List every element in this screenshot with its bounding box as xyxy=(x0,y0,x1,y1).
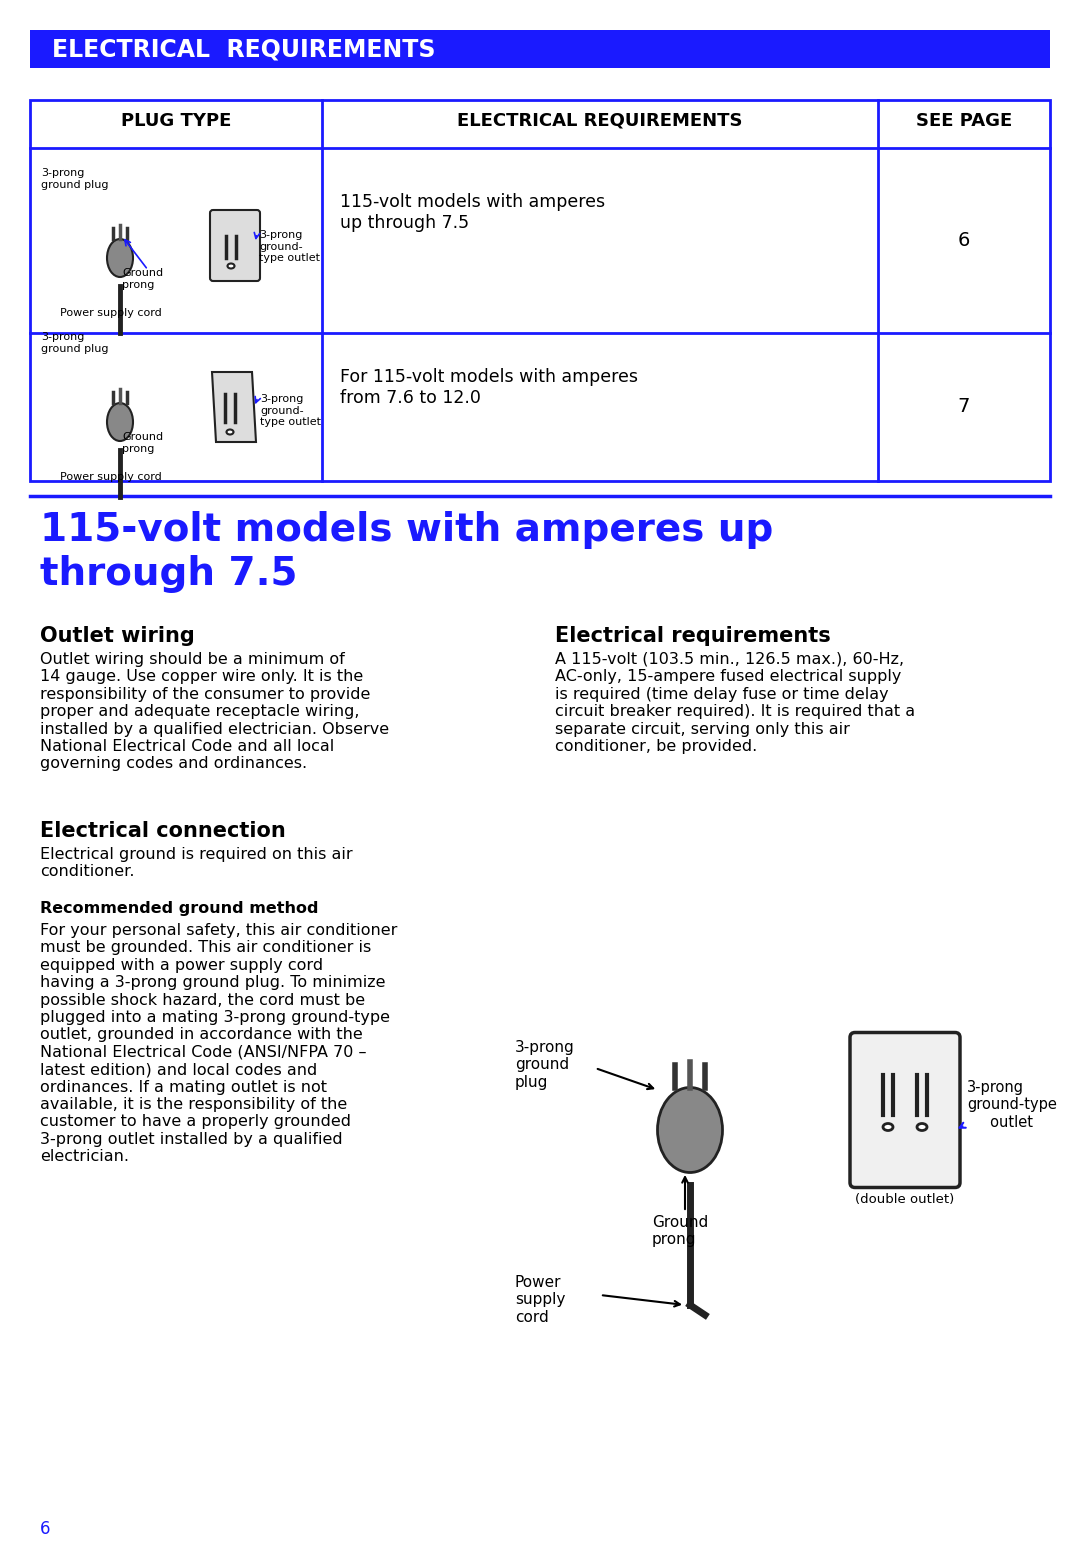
Ellipse shape xyxy=(228,264,234,268)
Text: 3-prong
ground-type
     outlet: 3-prong ground-type outlet xyxy=(967,1080,1057,1129)
Bar xyxy=(30,30,1050,69)
Text: A 115-volt (103.5 min., 126.5 max.), 60-Hz,
AC-only, 15-ampere fused electrical : A 115-volt (103.5 min., 126.5 max.), 60-… xyxy=(555,652,915,753)
Bar xyxy=(30,100,1050,480)
Text: 115-volt models with amperes up
through 7.5: 115-volt models with amperes up through … xyxy=(40,512,773,593)
Text: Ground
prong: Ground prong xyxy=(122,432,163,454)
Ellipse shape xyxy=(107,239,133,278)
Text: PLUG TYPE: PLUG TYPE xyxy=(121,112,231,129)
Ellipse shape xyxy=(917,1123,927,1131)
Text: ELECTRICAL  REQUIREMENTS: ELECTRICAL REQUIREMENTS xyxy=(52,37,435,61)
Text: Outlet wiring: Outlet wiring xyxy=(40,626,194,646)
Text: For your personal safety, this air conditioner
must be grounded. This air condit: For your personal safety, this air condi… xyxy=(40,924,397,1164)
Text: Outlet wiring should be a minimum of
14 gauge. Use copper wire only. It is the
r: Outlet wiring should be a minimum of 14 … xyxy=(40,652,389,771)
Text: ELECTRICAL REQUIREMENTS: ELECTRICAL REQUIREMENTS xyxy=(457,112,743,129)
Text: 3-prong
ground-
type outlet: 3-prong ground- type outlet xyxy=(259,229,320,264)
Text: 6: 6 xyxy=(40,1519,51,1538)
Text: 3-prong
ground
plug: 3-prong ground plug xyxy=(515,1041,575,1090)
Ellipse shape xyxy=(107,402,133,441)
Text: 3-prong
ground plug: 3-prong ground plug xyxy=(41,168,109,190)
Text: Recommended ground method: Recommended ground method xyxy=(40,902,319,916)
Text: Electrical ground is required on this air
conditioner.: Electrical ground is required on this ai… xyxy=(40,847,353,880)
Text: Electrical connection: Electrical connection xyxy=(40,821,286,841)
Text: Power supply cord: Power supply cord xyxy=(60,473,162,482)
Ellipse shape xyxy=(658,1087,723,1173)
Text: 7: 7 xyxy=(958,398,970,417)
FancyBboxPatch shape xyxy=(850,1033,960,1187)
Text: 3-prong
ground plug: 3-prong ground plug xyxy=(41,332,109,354)
Text: Electrical requirements: Electrical requirements xyxy=(555,626,831,646)
Text: For 115-volt models with amperes
from 7.6 to 12.0: For 115-volt models with amperes from 7.… xyxy=(340,368,638,407)
Text: Power supply cord: Power supply cord xyxy=(60,307,162,318)
Text: 115-volt models with amperes
up through 7.5: 115-volt models with amperes up through … xyxy=(340,193,605,232)
Ellipse shape xyxy=(227,429,233,435)
Text: SEE PAGE: SEE PAGE xyxy=(916,112,1012,129)
FancyBboxPatch shape xyxy=(210,211,260,281)
Text: Ground
prong: Ground prong xyxy=(652,1215,708,1248)
Text: Ground
prong: Ground prong xyxy=(122,268,163,290)
Text: 3-prong
ground-
type outlet: 3-prong ground- type outlet xyxy=(260,395,321,427)
Text: Power
supply
cord: Power supply cord xyxy=(515,1275,565,1324)
Text: 6: 6 xyxy=(958,231,970,250)
Polygon shape xyxy=(212,371,256,441)
Text: (double outlet): (double outlet) xyxy=(855,1192,955,1206)
Ellipse shape xyxy=(883,1123,893,1131)
